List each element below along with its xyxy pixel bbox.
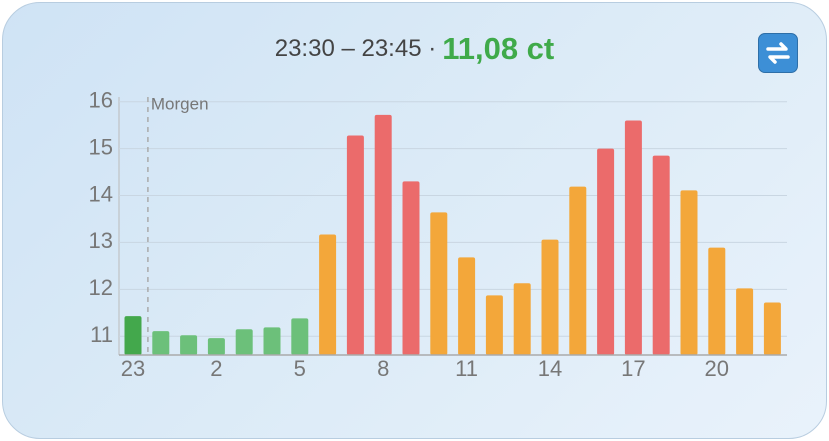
x-tick-label: 17: [621, 356, 645, 381]
x-tick-label: 14: [538, 356, 562, 381]
y-tick-label: 16: [89, 88, 113, 113]
bar: [402, 181, 420, 355]
bar: [624, 120, 642, 355]
x-tick-label: 20: [705, 356, 729, 381]
day-annotation: Morgen: [151, 94, 209, 113]
x-tick-label: 11: [455, 356, 478, 381]
bar: [485, 295, 503, 355]
x-tick-label: 8: [377, 356, 389, 381]
x-tick-label: 23: [121, 356, 145, 381]
bar: [597, 148, 615, 355]
refresh-button[interactable]: [758, 33, 798, 73]
y-tick-label: 12: [89, 275, 113, 300]
y-tick-label: 13: [89, 228, 113, 253]
bar: [235, 329, 253, 355]
bar: [374, 114, 392, 355]
bar: [513, 283, 531, 355]
bar: [763, 302, 781, 355]
bar: [207, 338, 225, 355]
chart: 11 12 13 14 15 16 Morgen 23 2 5 8 11 14 17 20: [89, 88, 787, 381]
bar: [708, 247, 726, 355]
bar: [652, 155, 670, 355]
refresh-icon: [766, 42, 790, 64]
bar: [736, 288, 754, 355]
y-tick-label: 14: [89, 181, 113, 206]
y-tick-label: 15: [89, 134, 113, 159]
bar: [319, 234, 337, 355]
bar: [152, 331, 170, 355]
bar: [541, 239, 559, 355]
x-tick-label: 5: [294, 356, 306, 381]
bar: [346, 135, 364, 355]
bar: [569, 186, 587, 355]
bar: [458, 257, 476, 355]
bar: [680, 190, 698, 355]
bar: [263, 327, 281, 355]
current-price: 11,08 ct: [442, 31, 555, 66]
bar: [124, 316, 142, 355]
bar: [430, 212, 448, 355]
bar: [291, 318, 309, 355]
y-tick-label: 11: [90, 322, 113, 347]
bar: [180, 335, 198, 355]
header: 23:30 – 23:45 · 11,08 ct: [3, 31, 826, 67]
x-tick-label: 2: [210, 356, 222, 381]
time-range: 23:30 – 23:45 ·: [274, 35, 437, 62]
